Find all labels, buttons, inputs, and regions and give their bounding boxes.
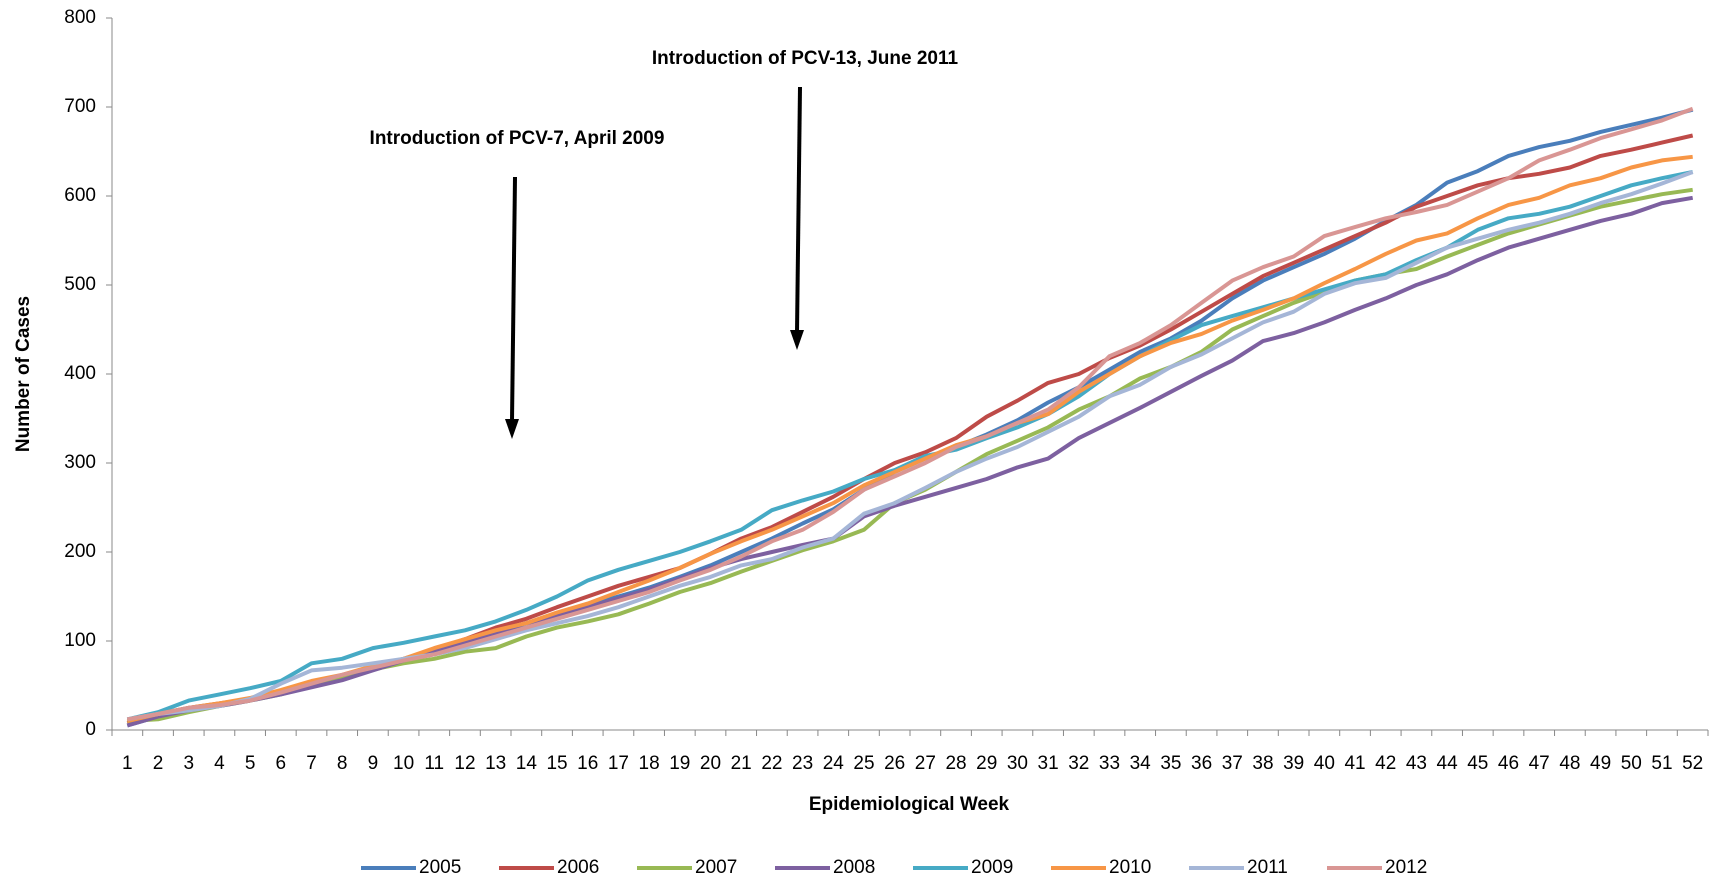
y-tick-label: 200 xyxy=(64,541,96,562)
x-tick-label: 50 xyxy=(1621,753,1642,774)
x-tick-label: 45 xyxy=(1467,753,1488,774)
x-tick-label: 46 xyxy=(1498,753,1519,774)
x-tick-label: 14 xyxy=(516,753,538,774)
x-tick-label: 10 xyxy=(393,753,414,774)
x-tick-label: 16 xyxy=(577,753,598,774)
x-tick-label: 34 xyxy=(1130,753,1152,774)
x-tick-label: 41 xyxy=(1344,753,1365,774)
x-tick-label: 27 xyxy=(915,753,936,774)
x-tick-label: 25 xyxy=(853,753,874,774)
annotation: Introduction of PCV-13, June 2011 xyxy=(652,48,959,69)
x-tick-label: 18 xyxy=(639,753,660,774)
x-tick-label: 8 xyxy=(337,753,348,774)
legend-label: 2010 xyxy=(1109,857,1151,878)
legend-label: 2007 xyxy=(695,857,737,878)
x-tick-label: 37 xyxy=(1222,753,1243,774)
series-line xyxy=(126,170,1694,722)
x-tick-label: 1 xyxy=(122,753,133,774)
x-tick-label: 43 xyxy=(1406,753,1427,774)
x-tick-label: 30 xyxy=(1007,753,1028,774)
x-tick-label: 42 xyxy=(1375,753,1396,774)
legend-label: 2011 xyxy=(1247,857,1288,878)
x-tick-label: 35 xyxy=(1160,753,1181,774)
x-tick-label: 36 xyxy=(1191,753,1212,774)
x-tick-label: 20 xyxy=(700,753,721,774)
x-tick-label: 9 xyxy=(368,753,379,774)
x-tick-label: 47 xyxy=(1529,753,1550,774)
x-tick-label: 3 xyxy=(183,753,194,774)
y-tick-label: 700 xyxy=(64,96,96,117)
x-tick-label: 51 xyxy=(1651,753,1672,774)
x-tick-label: 23 xyxy=(792,753,813,774)
series-line xyxy=(126,133,1694,725)
x-tick-label: 26 xyxy=(884,753,905,774)
y-tick-label: 500 xyxy=(64,274,96,295)
legend-label: 2005 xyxy=(419,857,461,878)
x-tick-label: 44 xyxy=(1437,753,1459,774)
x-tick-label: 15 xyxy=(546,753,567,774)
x-tick-label: 48 xyxy=(1559,753,1580,774)
legend-label: 2008 xyxy=(833,857,875,878)
x-tick-label: 2 xyxy=(153,753,164,774)
y-tick-label: 600 xyxy=(64,185,96,206)
x-tick-label: 13 xyxy=(485,753,506,774)
series-line xyxy=(126,106,1694,722)
x-tick-label: 28 xyxy=(945,753,966,774)
legend-label: 2012 xyxy=(1385,857,1427,878)
x-tick-label: 24 xyxy=(823,753,845,774)
annotation-arrow xyxy=(790,86,804,350)
y-tick-label: 800 xyxy=(64,7,96,28)
annotation: Introduction of PCV-7, April 2009 xyxy=(370,128,665,149)
annotation-arrow xyxy=(505,176,519,439)
x-tick-label: 38 xyxy=(1252,753,1273,774)
x-tick-label: 39 xyxy=(1283,753,1304,774)
x-tick-label: 33 xyxy=(1099,753,1120,774)
x-tick-label: 52 xyxy=(1682,753,1703,774)
x-tick-label: 31 xyxy=(1038,753,1059,774)
x-tick-label: 29 xyxy=(976,753,997,774)
x-axis-title: Epidemiological Week xyxy=(809,794,1010,815)
x-tick-label: 19 xyxy=(669,753,690,774)
x-tick-label: 11 xyxy=(424,753,444,774)
x-tick-label: 5 xyxy=(245,753,256,774)
legend-label: 2006 xyxy=(557,857,599,878)
x-tick-label: 22 xyxy=(761,753,782,774)
x-tick-label: 6 xyxy=(276,753,287,774)
x-tick-label: 7 xyxy=(306,753,317,774)
x-tick-label: 4 xyxy=(214,753,225,774)
y-tick-label: 0 xyxy=(85,719,96,740)
y-tick-label: 100 xyxy=(64,630,96,651)
y-axis-title: Number of Cases xyxy=(13,296,34,452)
x-tick-label: 40 xyxy=(1314,753,1335,774)
x-tick-label: 17 xyxy=(608,753,629,774)
x-tick-label: 49 xyxy=(1590,753,1611,774)
y-tick-label: 400 xyxy=(64,363,96,384)
x-tick-label: 21 xyxy=(731,753,752,774)
x-tick-label: 32 xyxy=(1068,753,1089,774)
y-tick-label: 300 xyxy=(64,452,96,473)
x-tick-label: 12 xyxy=(454,753,475,774)
legend-label: 2009 xyxy=(971,857,1013,878)
